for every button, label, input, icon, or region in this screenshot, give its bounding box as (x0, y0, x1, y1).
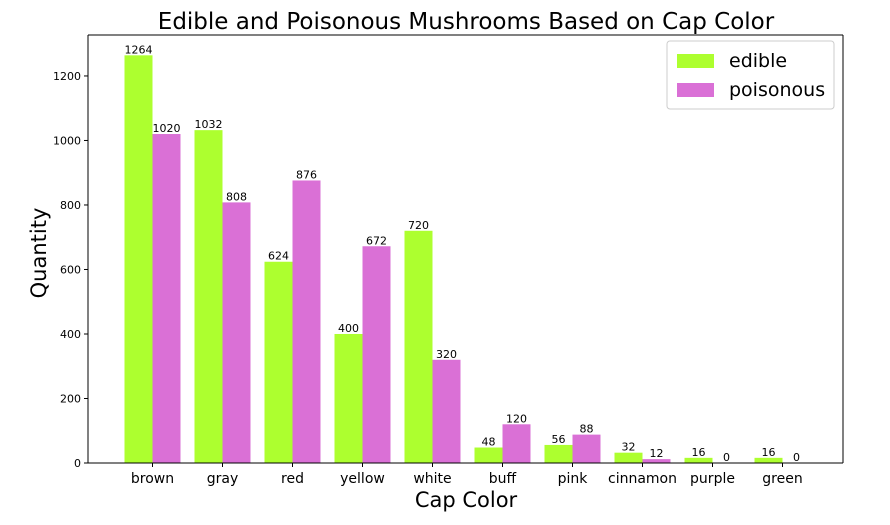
bar-poisonous-brown (152, 134, 181, 463)
data-label-poisonous-green: 0 (793, 451, 800, 464)
data-label-poisonous-red: 876 (296, 168, 317, 181)
bar-edible-pink (544, 444, 573, 463)
bar-edible-brown (124, 55, 153, 463)
data-label-poisonous-purple: 0 (723, 451, 730, 464)
x-tick-label-gray: gray (207, 471, 239, 487)
y-tick-label: 400 (60, 328, 81, 341)
plot-area: 1264 1032 624 400 720 48 56 32 16 16 1020 808 876 672… (53, 34, 844, 487)
data-label-edible-white: 720 (408, 219, 429, 232)
x-tick-label-buff: buff (489, 471, 517, 487)
bar-poisonous-yellow (362, 246, 391, 463)
x-tick-label-green: green (762, 471, 802, 487)
bar-edible-red (264, 261, 293, 463)
data-label-poisonous-yellow: 672 (366, 234, 387, 247)
data-label-edible-red: 624 (268, 250, 289, 263)
data-label-edible-brown: 1264 (125, 43, 153, 56)
x-tick-label-cinnamon: cinnamon (608, 471, 677, 487)
data-label-edible-buff: 48 (482, 436, 496, 449)
data-label-edible-yellow: 400 (338, 322, 359, 335)
data-label-edible-gray: 1032 (195, 118, 223, 131)
legend-swatch-edible (677, 54, 714, 68)
x-tick-label-purple: purple (690, 471, 735, 487)
bar-poisonous-red (292, 180, 321, 463)
y-axis-label: Quantity (27, 208, 51, 299)
bar-poisonous-white (432, 359, 461, 463)
data-label-poisonous-white: 320 (436, 348, 457, 361)
y-tick-label: 1000 (53, 134, 81, 147)
x-tick-label-white: white (413, 471, 451, 487)
data-label-poisonous-cinnamon: 12 (650, 447, 664, 460)
data-label-edible-green: 16 (762, 446, 776, 459)
y-tick-label: 800 (60, 199, 81, 212)
bar-poisonous-buff (502, 424, 531, 463)
y-tick-label: 600 (60, 263, 81, 276)
x-tick-label-brown: brown (131, 471, 174, 487)
bar-edible-buff (474, 447, 503, 463)
x-tick-label-yellow: yellow (340, 471, 385, 487)
bar-poisonous-gray (222, 202, 251, 464)
legend-swatch-poisonous (677, 83, 714, 97)
bar-edible-yellow (334, 333, 363, 463)
bar-poisonous-pink (572, 434, 601, 463)
x-tick-label-pink: pink (558, 471, 589, 487)
chart-title: Edible and Poisonous Mushrooms Based on … (158, 9, 775, 35)
legend: edible poisonous (666, 40, 835, 110)
data-label-poisonous-buff: 120 (506, 412, 527, 425)
bar-edible-white (404, 230, 433, 463)
legend-label-edible: edible (729, 50, 787, 72)
bar-edible-gray (194, 130, 223, 463)
legend-label-poisonous: poisonous (729, 79, 825, 101)
data-label-edible-pink: 56 (552, 433, 566, 446)
x-tick-label-red: red (281, 471, 304, 487)
y-tick-label: 1200 (53, 70, 81, 83)
data-label-poisonous-gray: 808 (226, 190, 247, 203)
data-label-edible-purple: 16 (692, 446, 706, 459)
data-label-poisonous-brown: 1020 (153, 122, 181, 135)
data-label-edible-cinnamon: 32 (622, 441, 636, 454)
bar-poisonous-cinnamon (642, 459, 671, 463)
y-tick-label: 200 (60, 392, 81, 405)
bar-edible-purple (684, 457, 713, 463)
bar-edible-cinnamon (614, 452, 643, 463)
data-label-poisonous-pink: 88 (580, 423, 594, 436)
y-tick-label: 0 (74, 457, 81, 470)
x-axis-label: Cap Color (415, 488, 518, 512)
bar-edible-green (754, 457, 783, 463)
